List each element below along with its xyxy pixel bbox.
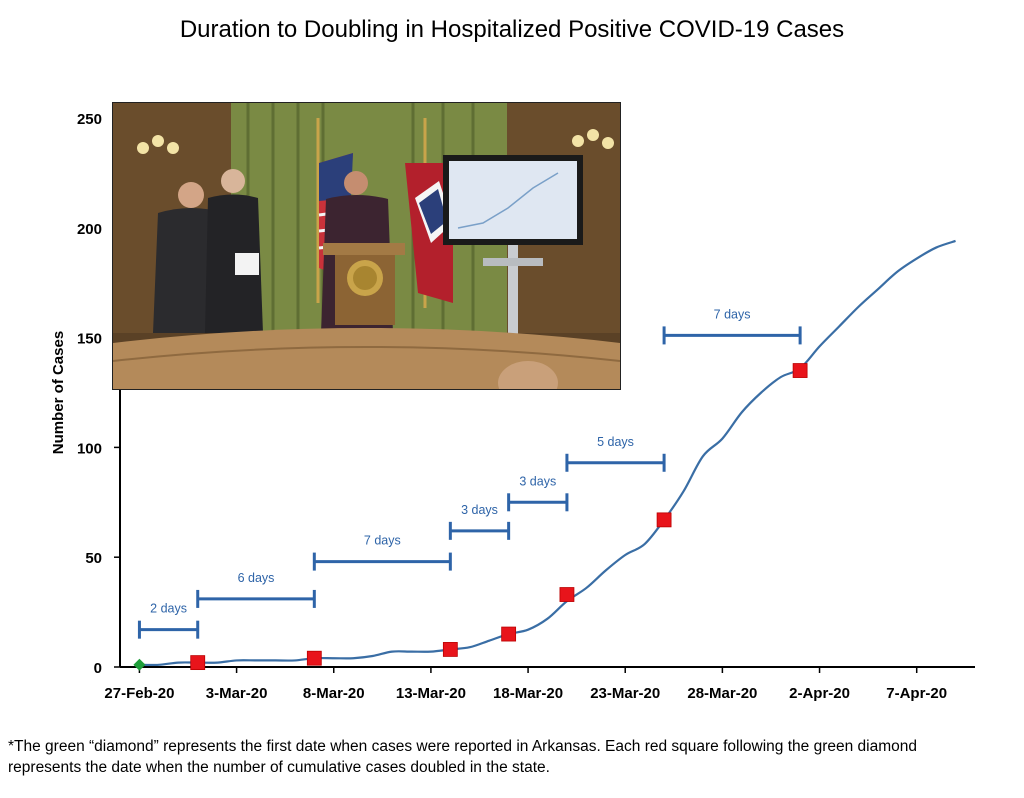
interval-label: 7 days bbox=[714, 307, 751, 321]
wall-sconces bbox=[137, 129, 614, 154]
x-tick-label: 8-Mar-20 bbox=[303, 685, 365, 702]
tv-monitor bbox=[443, 155, 583, 335]
y-axis-label: Number of Cases bbox=[50, 331, 67, 454]
doubling-square-marker bbox=[501, 626, 517, 642]
press-conference-photo bbox=[112, 102, 621, 390]
chart-canvas: 0 50 100 150 200 250 27-Feb-20 3-Mar-20 8-Mar-20… bbox=[50, 111, 975, 702]
interval-label: 3 days bbox=[461, 503, 498, 517]
doubling-square-marker bbox=[792, 363, 808, 378]
interval-label: 2 days bbox=[150, 602, 187, 616]
y-tick-label: 150 bbox=[77, 331, 102, 348]
doubling-square-marker bbox=[190, 655, 206, 671]
doubling-square-marker bbox=[306, 650, 322, 666]
y-tick-label: 250 bbox=[77, 111, 102, 128]
press-conference-photo-drawing bbox=[113, 103, 620, 389]
x-tick-label: 2-Apr-20 bbox=[789, 685, 850, 702]
chart-title: Duration to Doubling in Hospitalized Pos… bbox=[179, 16, 845, 43]
conference-table bbox=[113, 328, 620, 389]
interval-label: 6 days bbox=[238, 571, 275, 585]
x-tick-label: 3-Mar-20 bbox=[206, 685, 268, 702]
footnote-line-2: represents the date when the number of c… bbox=[8, 759, 550, 776]
footnote-line-1: *The green “diamond” represents the firs… bbox=[8, 738, 917, 755]
y-tick-label: 0 bbox=[94, 660, 102, 677]
x-tick-label: 27-Feb-20 bbox=[104, 685, 174, 702]
x-tick-label: 18-Mar-20 bbox=[493, 685, 563, 702]
doubling-square-marker bbox=[442, 642, 458, 657]
x-tick-label: 7-Apr-20 bbox=[886, 685, 947, 702]
interval-label: 7 days bbox=[364, 534, 401, 548]
x-tick-label: 13-Mar-20 bbox=[396, 685, 466, 702]
doubling-square-marker bbox=[559, 587, 575, 602]
y-tick-label: 100 bbox=[77, 440, 102, 457]
x-tick-label: 28-Mar-20 bbox=[687, 685, 757, 702]
podium bbox=[323, 243, 405, 325]
x-tick-label: 23-Mar-20 bbox=[590, 685, 660, 702]
cumulative-cases-line bbox=[139, 239, 956, 667]
y-tick-label: 50 bbox=[85, 550, 102, 567]
interval-label: 5 days bbox=[597, 435, 634, 449]
first-case-diamond-marker bbox=[133, 658, 146, 671]
footnote: *The green “diamond” represents the firs… bbox=[8, 736, 1018, 778]
doubling-square-marker bbox=[656, 512, 672, 528]
interval-label: 3 days bbox=[519, 474, 556, 488]
y-tick-label: 200 bbox=[77, 221, 102, 238]
